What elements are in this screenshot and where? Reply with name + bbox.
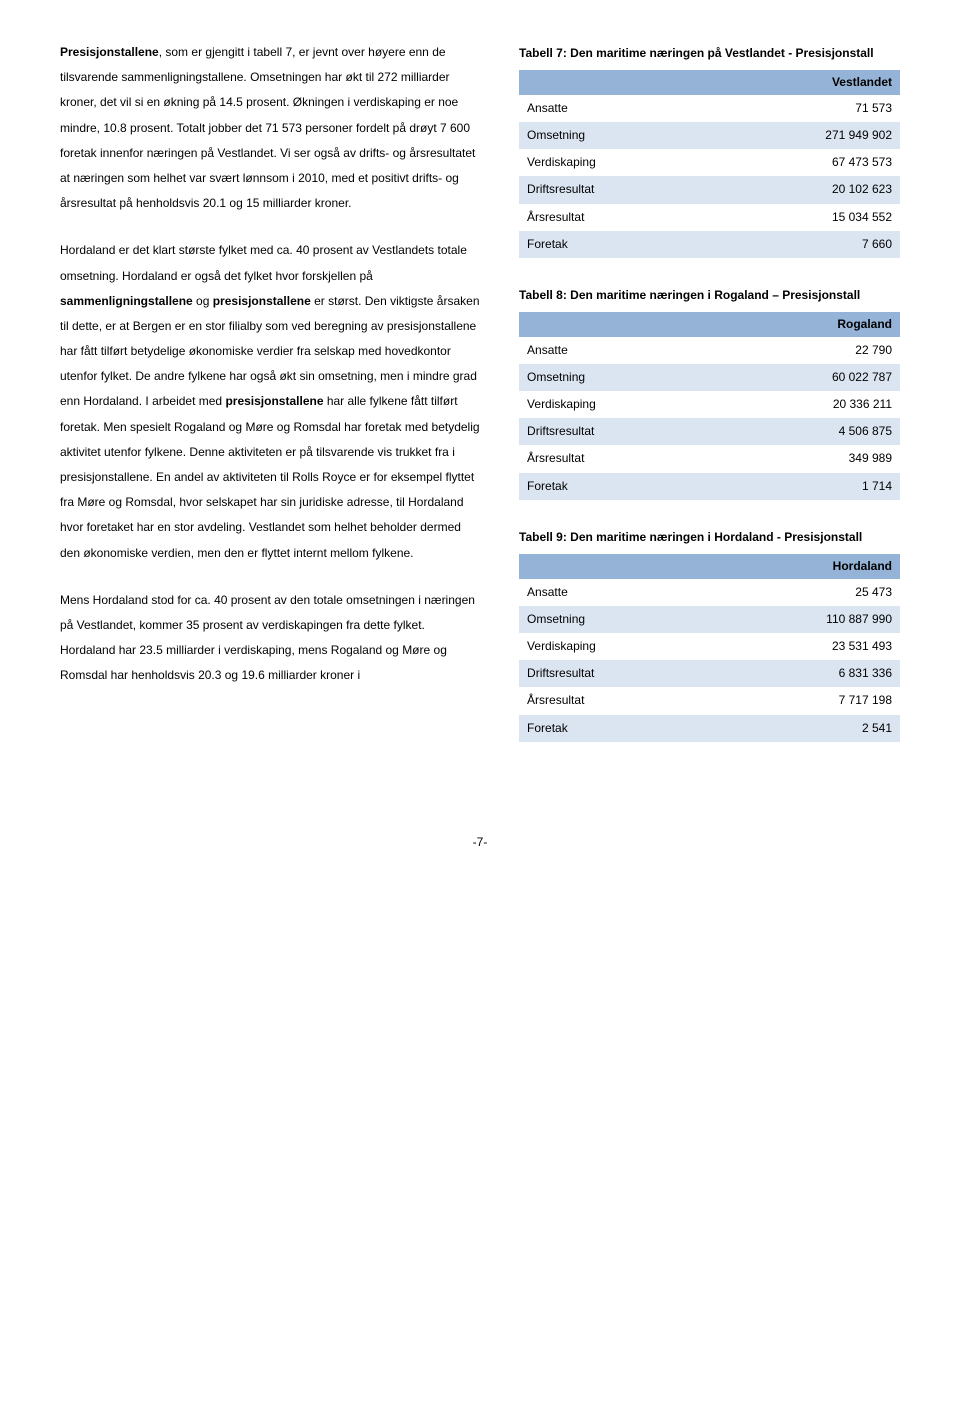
table-9-caption: Tabell 9: Den maritime næringen i Hordal…	[519, 528, 900, 546]
table-row: Verdiskaping20 336 211	[519, 391, 900, 418]
table-header-row: Rogaland	[519, 312, 900, 337]
right-column: Tabell 7: Den maritime næringen på Vestl…	[519, 40, 900, 770]
row-value: 7 717 198	[713, 687, 900, 714]
table-row: Omsetning60 022 787	[519, 364, 900, 391]
p2-mid1: og	[193, 294, 213, 308]
row-value: 6 831 336	[713, 660, 900, 687]
table-row: Ansatte71 573	[519, 95, 900, 122]
table-row: Driftsresultat6 831 336	[519, 660, 900, 687]
p2-c: er størst. Den viktigste årsaken til det…	[60, 294, 480, 409]
row-value: 110 887 990	[713, 606, 900, 633]
th-region: Rogaland	[720, 312, 900, 337]
row-label: Årsresultat	[519, 445, 720, 472]
paragraph-2: Hordaland er det klart største fylket me…	[60, 238, 481, 565]
p1-text: , som er gjengitt i tabell 7, er jevnt o…	[60, 45, 475, 210]
table-header-row: Hordaland	[519, 554, 900, 579]
table-row: Driftsresultat4 506 875	[519, 418, 900, 445]
table-row: Verdiskaping23 531 493	[519, 633, 900, 660]
row-value: 4 506 875	[720, 418, 900, 445]
row-value: 15 034 552	[712, 204, 900, 231]
paragraph-3: Mens Hordaland stod for ca. 40 prosent a…	[60, 588, 481, 689]
table-8: Rogaland Ansatte22 790 Omsetning60 022 7…	[519, 312, 900, 500]
row-label: Driftsresultat	[519, 176, 712, 203]
row-label: Omsetning	[519, 364, 720, 391]
table-7-caption: Tabell 7: Den maritime næringen på Vestl…	[519, 44, 900, 62]
row-value: 1 714	[720, 473, 900, 500]
th-blank	[519, 70, 712, 95]
th-blank	[519, 312, 720, 337]
table-7: Vestlandet Ansatte71 573 Omsetning271 94…	[519, 70, 900, 258]
table-row: Driftsresultat20 102 623	[519, 176, 900, 203]
row-label: Driftsresultat	[519, 418, 720, 445]
p2-b2: presisjonstallene	[213, 294, 311, 308]
p2-b1: sammenligningstallene	[60, 294, 193, 308]
row-value: 60 022 787	[720, 364, 900, 391]
table-row: Foretak2 541	[519, 715, 900, 742]
th-blank	[519, 554, 713, 579]
p2-d: har alle fylkene fått tilført foretak. M…	[60, 394, 480, 559]
page-number: -7-	[60, 830, 900, 855]
row-label: Foretak	[519, 231, 712, 258]
table-row: Ansatte22 790	[519, 337, 900, 364]
row-label: Årsresultat	[519, 687, 713, 714]
table-row: Foretak7 660	[519, 231, 900, 258]
table-row: Verdiskaping67 473 573	[519, 149, 900, 176]
row-value: 67 473 573	[712, 149, 900, 176]
row-label: Ansatte	[519, 337, 720, 364]
left-column: Presisjonstallene, som er gjengitt i tab…	[60, 40, 481, 770]
table-header-row: Vestlandet	[519, 70, 900, 95]
th-region: Vestlandet	[712, 70, 900, 95]
row-value: 271 949 902	[712, 122, 900, 149]
row-value: 2 541	[713, 715, 900, 742]
row-label: Omsetning	[519, 122, 712, 149]
table-row: Foretak1 714	[519, 473, 900, 500]
row-label: Årsresultat	[519, 204, 712, 231]
row-label: Ansatte	[519, 579, 713, 606]
row-value: 7 660	[712, 231, 900, 258]
row-value: 20 336 211	[720, 391, 900, 418]
paragraph-1: Presisjonstallene, som er gjengitt i tab…	[60, 40, 481, 216]
row-value: 349 989	[720, 445, 900, 472]
row-value: 20 102 623	[712, 176, 900, 203]
row-label: Verdiskaping	[519, 391, 720, 418]
table-row: Omsetning271 949 902	[519, 122, 900, 149]
row-label: Verdiskaping	[519, 633, 713, 660]
lead-term: Presisjonstallene	[60, 45, 159, 59]
row-label: Omsetning	[519, 606, 713, 633]
row-label: Verdiskaping	[519, 149, 712, 176]
row-value: 25 473	[713, 579, 900, 606]
table-row: Ansatte25 473	[519, 579, 900, 606]
table-row: Omsetning110 887 990	[519, 606, 900, 633]
row-label: Foretak	[519, 715, 713, 742]
row-value: 71 573	[712, 95, 900, 122]
th-region: Hordaland	[713, 554, 900, 579]
row-label: Foretak	[519, 473, 720, 500]
table-row: Årsresultat7 717 198	[519, 687, 900, 714]
table-row: Årsresultat349 989	[519, 445, 900, 472]
table-row: Årsresultat15 034 552	[519, 204, 900, 231]
table-9: Hordaland Ansatte25 473 Omsetning110 887…	[519, 554, 900, 742]
row-label: Driftsresultat	[519, 660, 713, 687]
row-value: 23 531 493	[713, 633, 900, 660]
row-label: Ansatte	[519, 95, 712, 122]
p2-b3: presisjonstallene	[225, 394, 323, 408]
table-8-caption: Tabell 8: Den maritime næringen i Rogala…	[519, 286, 900, 304]
row-value: 22 790	[720, 337, 900, 364]
p2-a: Hordaland er det klart største fylket me…	[60, 243, 467, 282]
